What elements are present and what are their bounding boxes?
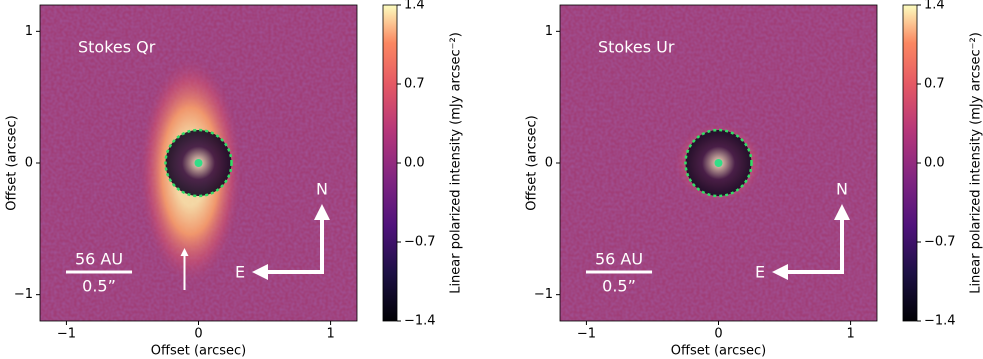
y-tick-label: 0 (25, 156, 33, 171)
x-tick-label: 0 (194, 327, 202, 342)
colorbar-tick-label: 1.4 (404, 0, 425, 13)
colorbar-label: Linear polarized intensity (mJy arcsec⁻²… (969, 32, 983, 294)
colorbar-tick-label: −1.4 (404, 314, 436, 329)
star (194, 159, 203, 167)
mask-circle (164, 128, 233, 198)
image-panel (40, 5, 357, 321)
scale-bar-top: 56 AU (75, 250, 123, 269)
y-axis-label: Offset (arcsec) (5, 115, 20, 210)
scale-bar-bottom: 0.5” (82, 277, 116, 296)
colorbar-tick-label: 0.0 (924, 156, 945, 171)
x-tick-label: 1 (326, 327, 334, 342)
x-tick-label: −1 (57, 327, 76, 342)
north-label: N (836, 180, 848, 199)
colorbar-tick-label: 0.7 (404, 77, 425, 92)
colorbar-tick-label: 0.7 (924, 77, 945, 92)
y-tick-label: 1 (545, 24, 553, 39)
star (714, 159, 723, 167)
colorbar-label: Linear polarized intensity (mJy arcsec⁻²… (449, 32, 464, 294)
scale-bar-bottom: 0.5” (602, 277, 636, 296)
scale-bar-top: 56 AU (595, 250, 643, 269)
panel-title: Stokes Qr (78, 38, 156, 57)
colorbar-tick-label: −1.4 (924, 314, 956, 329)
x-axis-label: Offset (arcsec) (151, 344, 246, 359)
y-tick-label: 0 (545, 156, 553, 171)
y-tick-label: −1 (534, 287, 553, 302)
x-tick-label: 1 (846, 327, 854, 342)
north-label: N (316, 180, 328, 199)
image-panel (560, 5, 877, 321)
colorbar-tick-label: 0.0 (404, 156, 425, 171)
colorbar-tick-label: 1.4 (924, 0, 945, 13)
y-tick-label: −1 (14, 287, 33, 302)
mask-circle (684, 128, 753, 198)
y-axis-label: Offset (arcsec) (525, 115, 540, 210)
y-tick-label: 1 (25, 24, 33, 39)
colorbar (382, 4, 398, 322)
x-tick-label: 0 (714, 327, 722, 342)
east-label: E (235, 263, 245, 282)
x-axis-label: Offset (arcsec) (671, 344, 766, 359)
x-tick-label: −1 (577, 327, 596, 342)
colorbar (902, 4, 918, 322)
east-label: E (755, 263, 765, 282)
colorbar-tick-label: −0.7 (924, 235, 956, 250)
panel-title: Stokes Ur (598, 38, 675, 57)
colorbar-tick-label: −0.7 (404, 235, 436, 250)
